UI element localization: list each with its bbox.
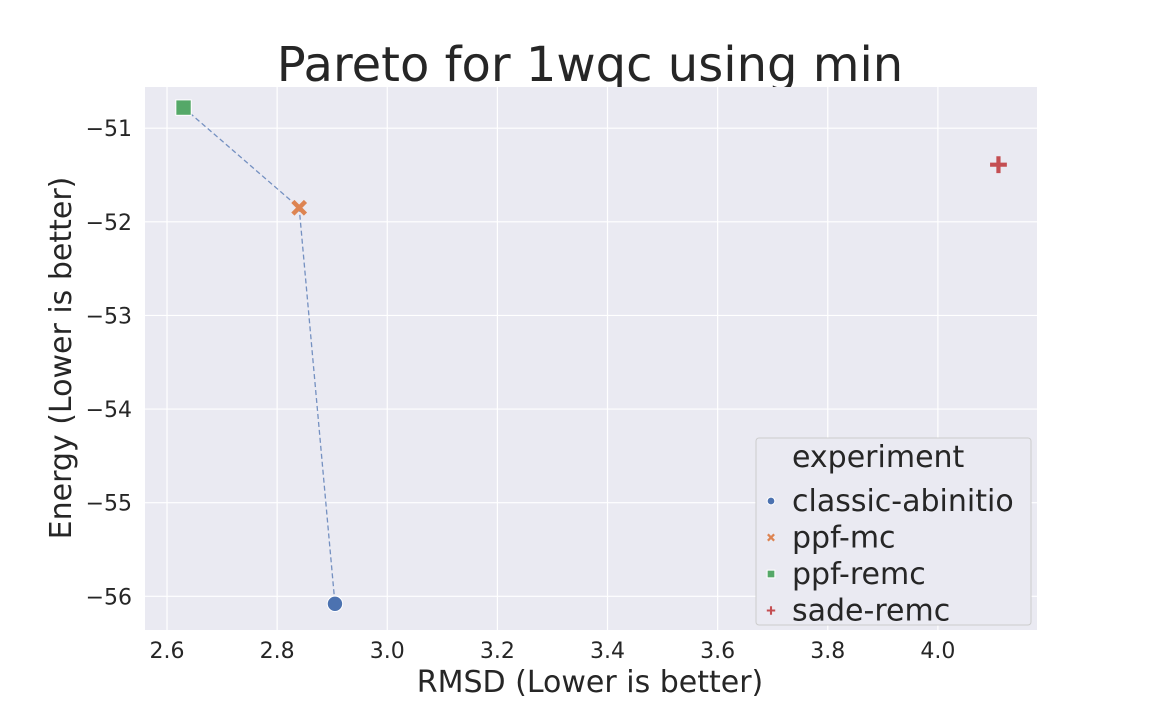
legend-marker-ppf-mc [767, 533, 775, 542]
y-tick-label: −51 [86, 117, 132, 142]
grid-lines [145, 87, 1037, 630]
chart-title: Pareto for 1wqc using min [277, 37, 903, 93]
x-tick-label: 2.8 [260, 639, 295, 664]
legend-label: classic-abinitio [792, 484, 1014, 519]
point-sade-remc [990, 156, 1007, 174]
y-axis-ticks: −51 −52 −53 −54 −55 −56 [86, 117, 132, 610]
y-tick-label: −56 [86, 585, 132, 610]
y-tick-label: −54 [86, 398, 132, 423]
x-axis-ticks: 2.6 2.8 3.0 3.2 3.4 3.6 3.8 4.0 [150, 639, 956, 664]
y-tick-label: −55 [86, 492, 132, 517]
legend-title: experiment [792, 440, 965, 475]
x-tick-label: 3.6 [700, 639, 735, 664]
legend-item-ppf-remc: ppf-remc [766, 557, 926, 592]
legend-marker-ppf-remc [766, 569, 776, 579]
y-tick-label: −52 [86, 211, 132, 236]
legend-box [755, 437, 1032, 626]
legend-label: ppf-remc [792, 557, 926, 592]
x-tick-label: 2.6 [150, 639, 185, 664]
x-tick-label: 3.4 [590, 639, 625, 664]
legend-item-classic-abinitio: classic-abinitio [766, 484, 1014, 519]
x-tick-label: 3.8 [810, 639, 845, 664]
x-tick-label: 3.2 [480, 639, 515, 664]
point-ppf-mc [291, 199, 308, 216]
legend-item-sade-remc: sade-remc [766, 594, 950, 629]
x-tick-label: 4.0 [920, 639, 955, 664]
y-axis-label: Energy (Lower is better) [44, 177, 79, 540]
y-tick-label: −53 [86, 304, 132, 329]
legend-marker-sade-remc [766, 606, 776, 615]
point-ppf-remc [175, 99, 192, 116]
data-points [175, 99, 1007, 612]
legend-label: ppf-mc [792, 521, 896, 556]
legend-item-ppf-mc: ppf-mc [767, 521, 896, 556]
legend: experiment classic-abinitioppf-mcppf-rem… [755, 437, 1032, 629]
x-axis-label: RMSD (Lower is better) [417, 665, 764, 700]
x-tick-label: 3.0 [370, 639, 405, 664]
point-classic-abinitio [326, 595, 344, 612]
legend-marker-classic-abinitio [766, 496, 776, 506]
legend-label: sade-remc [792, 594, 950, 629]
